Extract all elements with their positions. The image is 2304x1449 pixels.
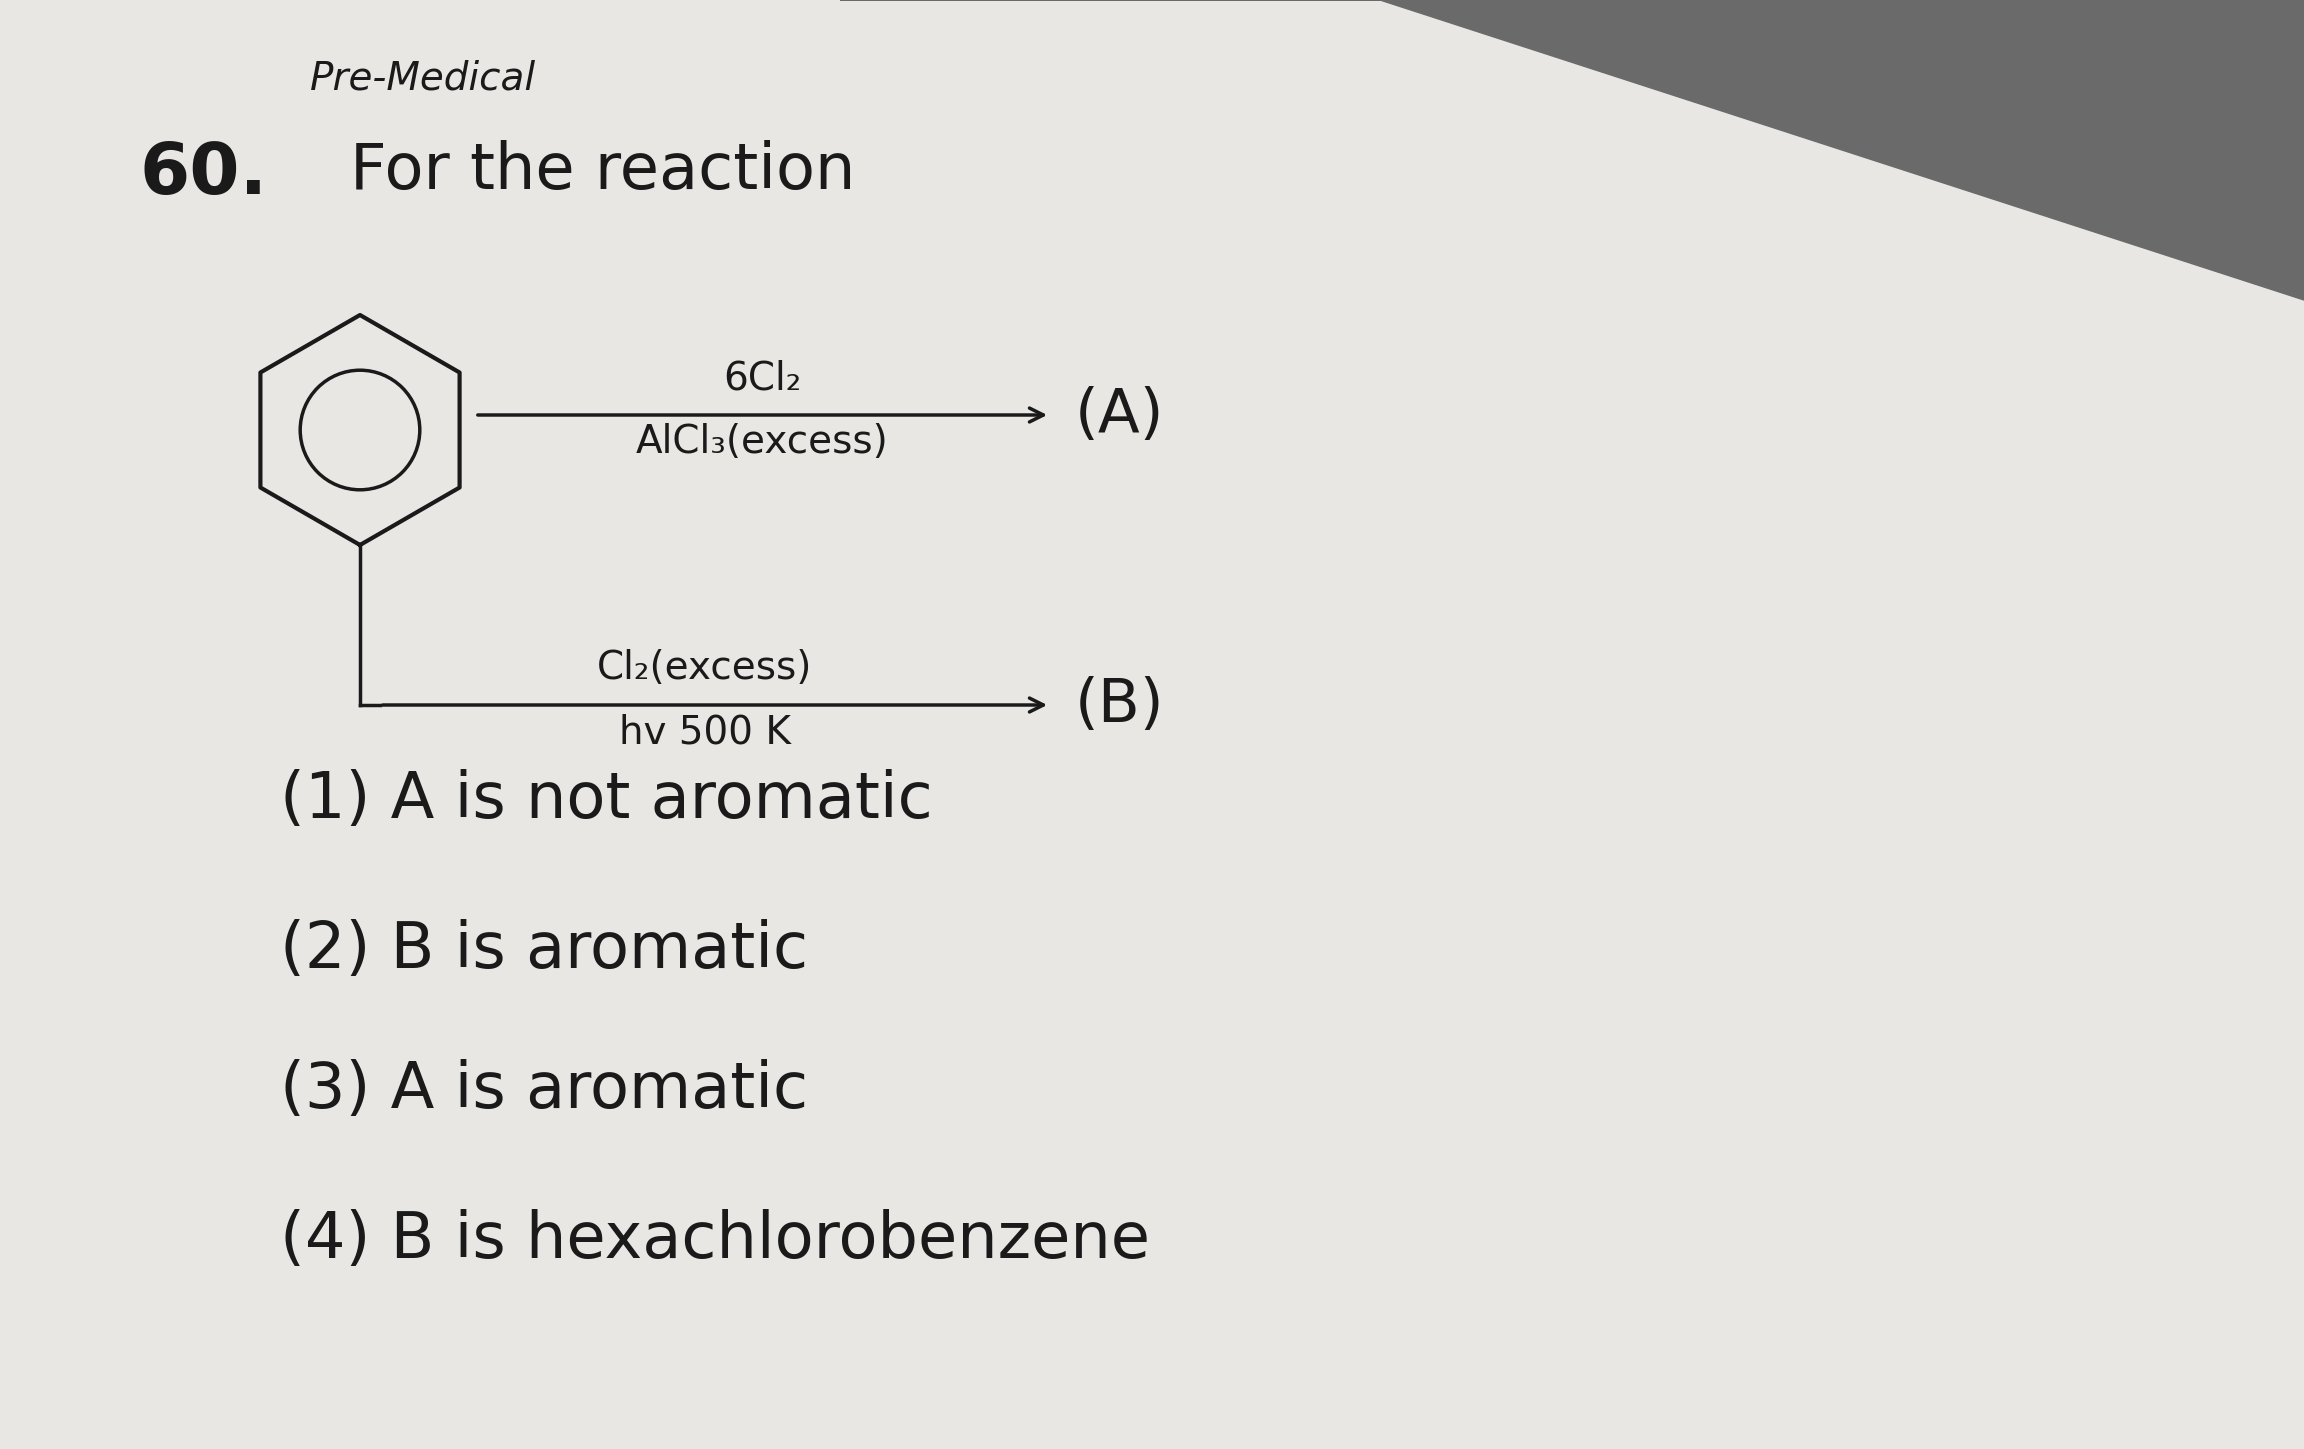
- Text: AlCl₃(excess): AlCl₃(excess): [636, 423, 889, 461]
- Polygon shape: [841, 0, 2304, 300]
- Text: (2) B is aromatic: (2) B is aromatic: [281, 919, 809, 981]
- Text: (B): (B): [1076, 675, 1164, 735]
- Text: Pre-Medical: Pre-Medical: [311, 59, 537, 99]
- Text: For the reaction: For the reaction: [350, 141, 855, 201]
- Text: (4) B is hexachlorobenzene: (4) B is hexachlorobenzene: [281, 1208, 1150, 1271]
- Text: hv 500 K: hv 500 K: [620, 713, 790, 751]
- Text: 60.: 60.: [141, 141, 267, 209]
- Polygon shape: [841, 0, 2304, 300]
- Text: (3) A is aromatic: (3) A is aromatic: [281, 1059, 809, 1122]
- Text: (1) A is not aromatic: (1) A is not aromatic: [281, 769, 933, 830]
- Text: 6Cl₂: 6Cl₂: [723, 359, 802, 397]
- Text: (A): (A): [1076, 385, 1164, 445]
- Text: Cl₂(excess): Cl₂(excess): [597, 649, 813, 687]
